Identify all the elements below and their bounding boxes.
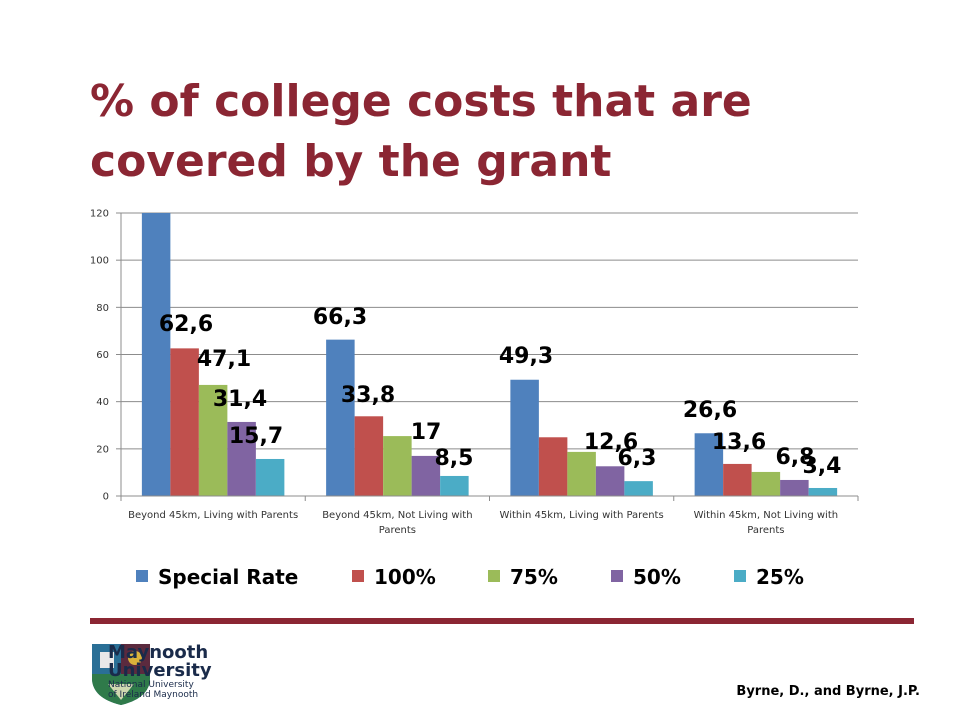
bar	[567, 451, 596, 496]
legend-swatch	[488, 570, 500, 582]
data-label: 3,4	[803, 454, 842, 479]
bar	[383, 436, 412, 496]
data-label: 8,5	[435, 446, 474, 471]
bar	[440, 475, 469, 496]
legend-label: 25%	[756, 565, 804, 589]
data-label: 66,3	[313, 305, 367, 330]
data-label: 17	[411, 420, 442, 445]
logo-sub-line2: of Ireland Maynooth	[108, 690, 199, 700]
bar	[411, 455, 441, 496]
bar	[510, 379, 539, 496]
legend-label: Special Rate	[158, 565, 298, 589]
legend-swatch	[352, 570, 364, 582]
data-label: 13,6	[712, 430, 766, 455]
legend-swatch	[611, 570, 623, 582]
university-crest-logo	[92, 644, 150, 705]
bar	[354, 416, 384, 496]
category-labels: Beyond 45km, Living with Parents Beyond 4…	[128, 510, 838, 536]
chart-bars	[141, 213, 838, 496]
y-tick-label: 120	[90, 209, 109, 220]
bar	[141, 213, 171, 496]
bar	[198, 384, 228, 496]
category-label: Beyond 45km, Living with Parents	[128, 510, 298, 521]
footer-divider	[90, 618, 914, 624]
data-label: 62,6	[159, 312, 213, 337]
data-label: 15,7	[229, 424, 283, 449]
y-tick-label: 60	[96, 350, 109, 361]
citation: Byrne, D., and Byrne, J.P.	[736, 684, 920, 699]
category-label: Within 45km, Not Living with Parents	[694, 510, 838, 536]
bar	[170, 348, 199, 496]
x-axis	[120, 213, 859, 501]
bar	[326, 339, 355, 496]
data-labels: 62,6 47,1 31,4 15,7 66,3 33,8 178,5 49,3 12,66,3…	[159, 305, 842, 479]
logo-sub-line1: National University	[108, 680, 194, 690]
data-label: 6,8	[776, 445, 815, 470]
data-label: 12,6	[584, 430, 638, 455]
y-tick-label: 40	[96, 397, 109, 408]
legend-swatch	[734, 570, 746, 582]
legend-label: 100%	[374, 565, 436, 589]
y-tick-label: 100	[90, 256, 109, 267]
data-label: 49,3	[499, 344, 553, 369]
y-tick-label: 80	[96, 303, 109, 314]
chart-legend: Special Rate 100% 75% 50% 25%	[136, 565, 804, 589]
data-label: 6,3	[618, 446, 657, 471]
logo-name-line1: Maynooth	[108, 642, 209, 663]
bar	[723, 463, 752, 496]
data-label: 31,4	[213, 387, 267, 412]
legend-label: 50%	[633, 565, 681, 589]
data-label: 26,6	[683, 398, 737, 423]
bar	[227, 421, 256, 496]
legend-swatch	[136, 570, 148, 582]
bar	[751, 471, 781, 496]
y-tick-label: 0	[103, 492, 109, 503]
university-wordmark: Maynooth University National University …	[108, 642, 212, 701]
bar	[808, 487, 838, 496]
data-label: 33,8	[341, 383, 395, 408]
bar	[624, 481, 653, 496]
y-tick-label: 20	[96, 444, 109, 455]
category-label: Within 45km, Living with Parents	[500, 510, 664, 521]
legend-label: 75%	[510, 565, 558, 589]
bar	[694, 433, 724, 496]
bar	[255, 458, 285, 496]
bar	[780, 479, 809, 496]
bar-chart: 0 20 40 60 80 100 120 Beyond 45km, Living with…	[90, 209, 859, 589]
bar	[538, 437, 568, 496]
bar	[595, 466, 625, 496]
slide-title: % of college costs that are covered by t…	[90, 76, 752, 187]
y-axis-ticks: 0 20 40 60 80 100 120	[90, 209, 121, 503]
data-label: 47,1	[197, 347, 251, 372]
category-label: Beyond 45km, Not Living with Parents	[322, 510, 472, 536]
logo-name-line2: University	[108, 660, 212, 681]
